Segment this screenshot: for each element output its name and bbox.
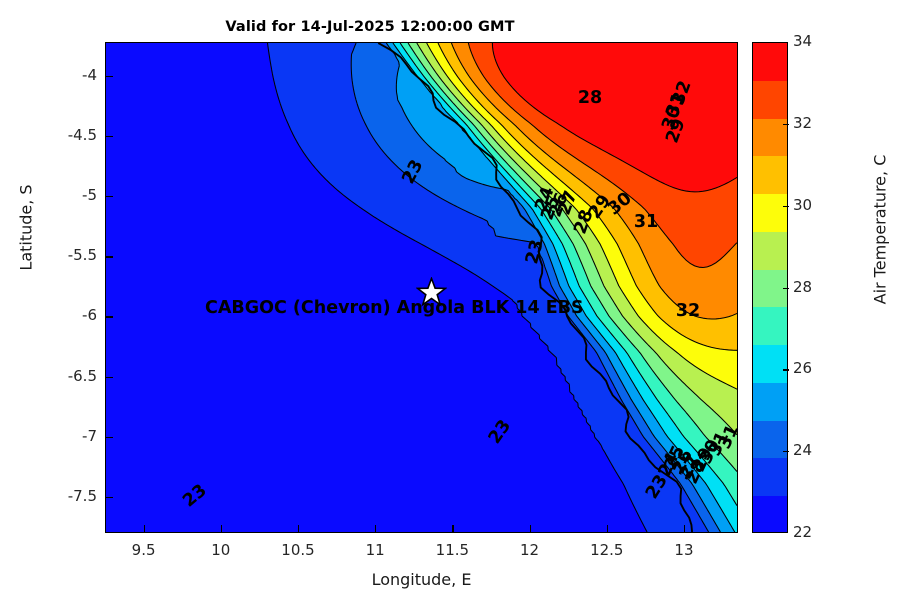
contour-line (266, 43, 648, 532)
y-tick-label: -4.5 (67, 125, 97, 144)
station-star-icon[interactable] (416, 277, 447, 308)
contour-line (450, 43, 737, 320)
colorbar-band (753, 458, 787, 497)
x-tick (529, 525, 531, 532)
colorbar-band (753, 420, 787, 459)
x-tick (143, 525, 145, 532)
filled-band (492, 43, 737, 192)
y-tick-label: -5 (82, 186, 97, 205)
colorbar-band (753, 156, 787, 195)
colorbar-band (753, 118, 787, 157)
y-tick-label: -7.5 (67, 486, 97, 505)
colorbar-tick (783, 123, 789, 126)
colorbar-title: Air Temperature, C (870, 154, 890, 305)
x-tick-label: 10.5 (281, 541, 315, 559)
colorbar-band (753, 496, 787, 532)
coastline (377, 43, 694, 532)
x-tick-label: 11 (365, 541, 385, 559)
colorbar-tick-label: 22 (793, 523, 813, 541)
contour-field (106, 43, 737, 532)
colorbar-tick-label: 26 (793, 359, 813, 378)
x-tick-label: 10 (211, 541, 231, 559)
colorbar-band (753, 307, 787, 346)
y-tick (106, 376, 113, 378)
colorbar-band (753, 269, 787, 308)
colorbar-band (753, 43, 787, 81)
x-tick (683, 525, 686, 532)
contour-line (491, 43, 737, 193)
colorbar-tick (783, 451, 789, 453)
y-tick-label: -6.5 (67, 366, 97, 385)
contour-label: 32 (675, 301, 701, 321)
colorbar-tick-label: 24 (793, 441, 813, 460)
contour-line (407, 43, 737, 472)
colorbar-tick-label: 34 (793, 32, 813, 50)
y-tick-label: -6 (82, 306, 97, 325)
colorbar-band (753, 231, 787, 270)
y-tick-label: -5.5 (67, 246, 97, 265)
colorbar[interactable] (752, 42, 788, 533)
contour-line (437, 43, 737, 351)
x-tick-label: 12.5 (590, 541, 624, 559)
colorbar-band (753, 345, 787, 383)
y-tick (106, 436, 113, 439)
x-tick-label: 12 (520, 541, 540, 559)
colorbar-band (753, 194, 787, 232)
colorbar-tick (783, 369, 789, 371)
x-tick (452, 525, 454, 532)
contour-line (467, 43, 737, 269)
y-tick (106, 196, 113, 198)
colorbar-tick-label: 28 (793, 277, 813, 296)
x-tick-label: 9.5 (131, 541, 156, 559)
colorbar-tick (783, 205, 789, 207)
colorbar-tick-label: 30 (793, 195, 813, 214)
y-tick (106, 135, 113, 138)
x-tick (297, 525, 300, 532)
page-title: Valid for 14-Jul-2025 12:00:00 GMT (225, 19, 515, 35)
contour-line (426, 43, 737, 390)
y-tick-label: -7 (82, 426, 97, 445)
y-tick-label: -4 (82, 65, 97, 84)
contour-label: 31 (633, 212, 659, 232)
contour-label: 28 (577, 88, 603, 108)
contour-plot-area[interactable] (105, 42, 738, 533)
colorbar-band (753, 382, 787, 421)
y-tick (106, 496, 113, 499)
x-axis-title: Longitude, E (371, 570, 472, 589)
station-label: CABGOC (Chevron) Angola BLK 14 EBS (205, 298, 584, 318)
contour-line (385, 43, 721, 532)
x-tick (375, 525, 377, 532)
x-tick (220, 525, 223, 532)
contour-line (399, 43, 737, 506)
y-tick (106, 316, 113, 318)
colorbar-tick (783, 287, 789, 289)
x-tick-label: 13 (674, 541, 694, 559)
contour-line (416, 43, 737, 436)
y-tick (106, 256, 113, 258)
colorbar-band (753, 80, 787, 119)
x-tick (606, 525, 609, 532)
y-tick (106, 75, 113, 77)
y-axis-title: Latitude, S (16, 184, 36, 271)
x-tick-label: 11.5 (435, 541, 470, 559)
colorbar-tick-label: 32 (793, 113, 813, 132)
